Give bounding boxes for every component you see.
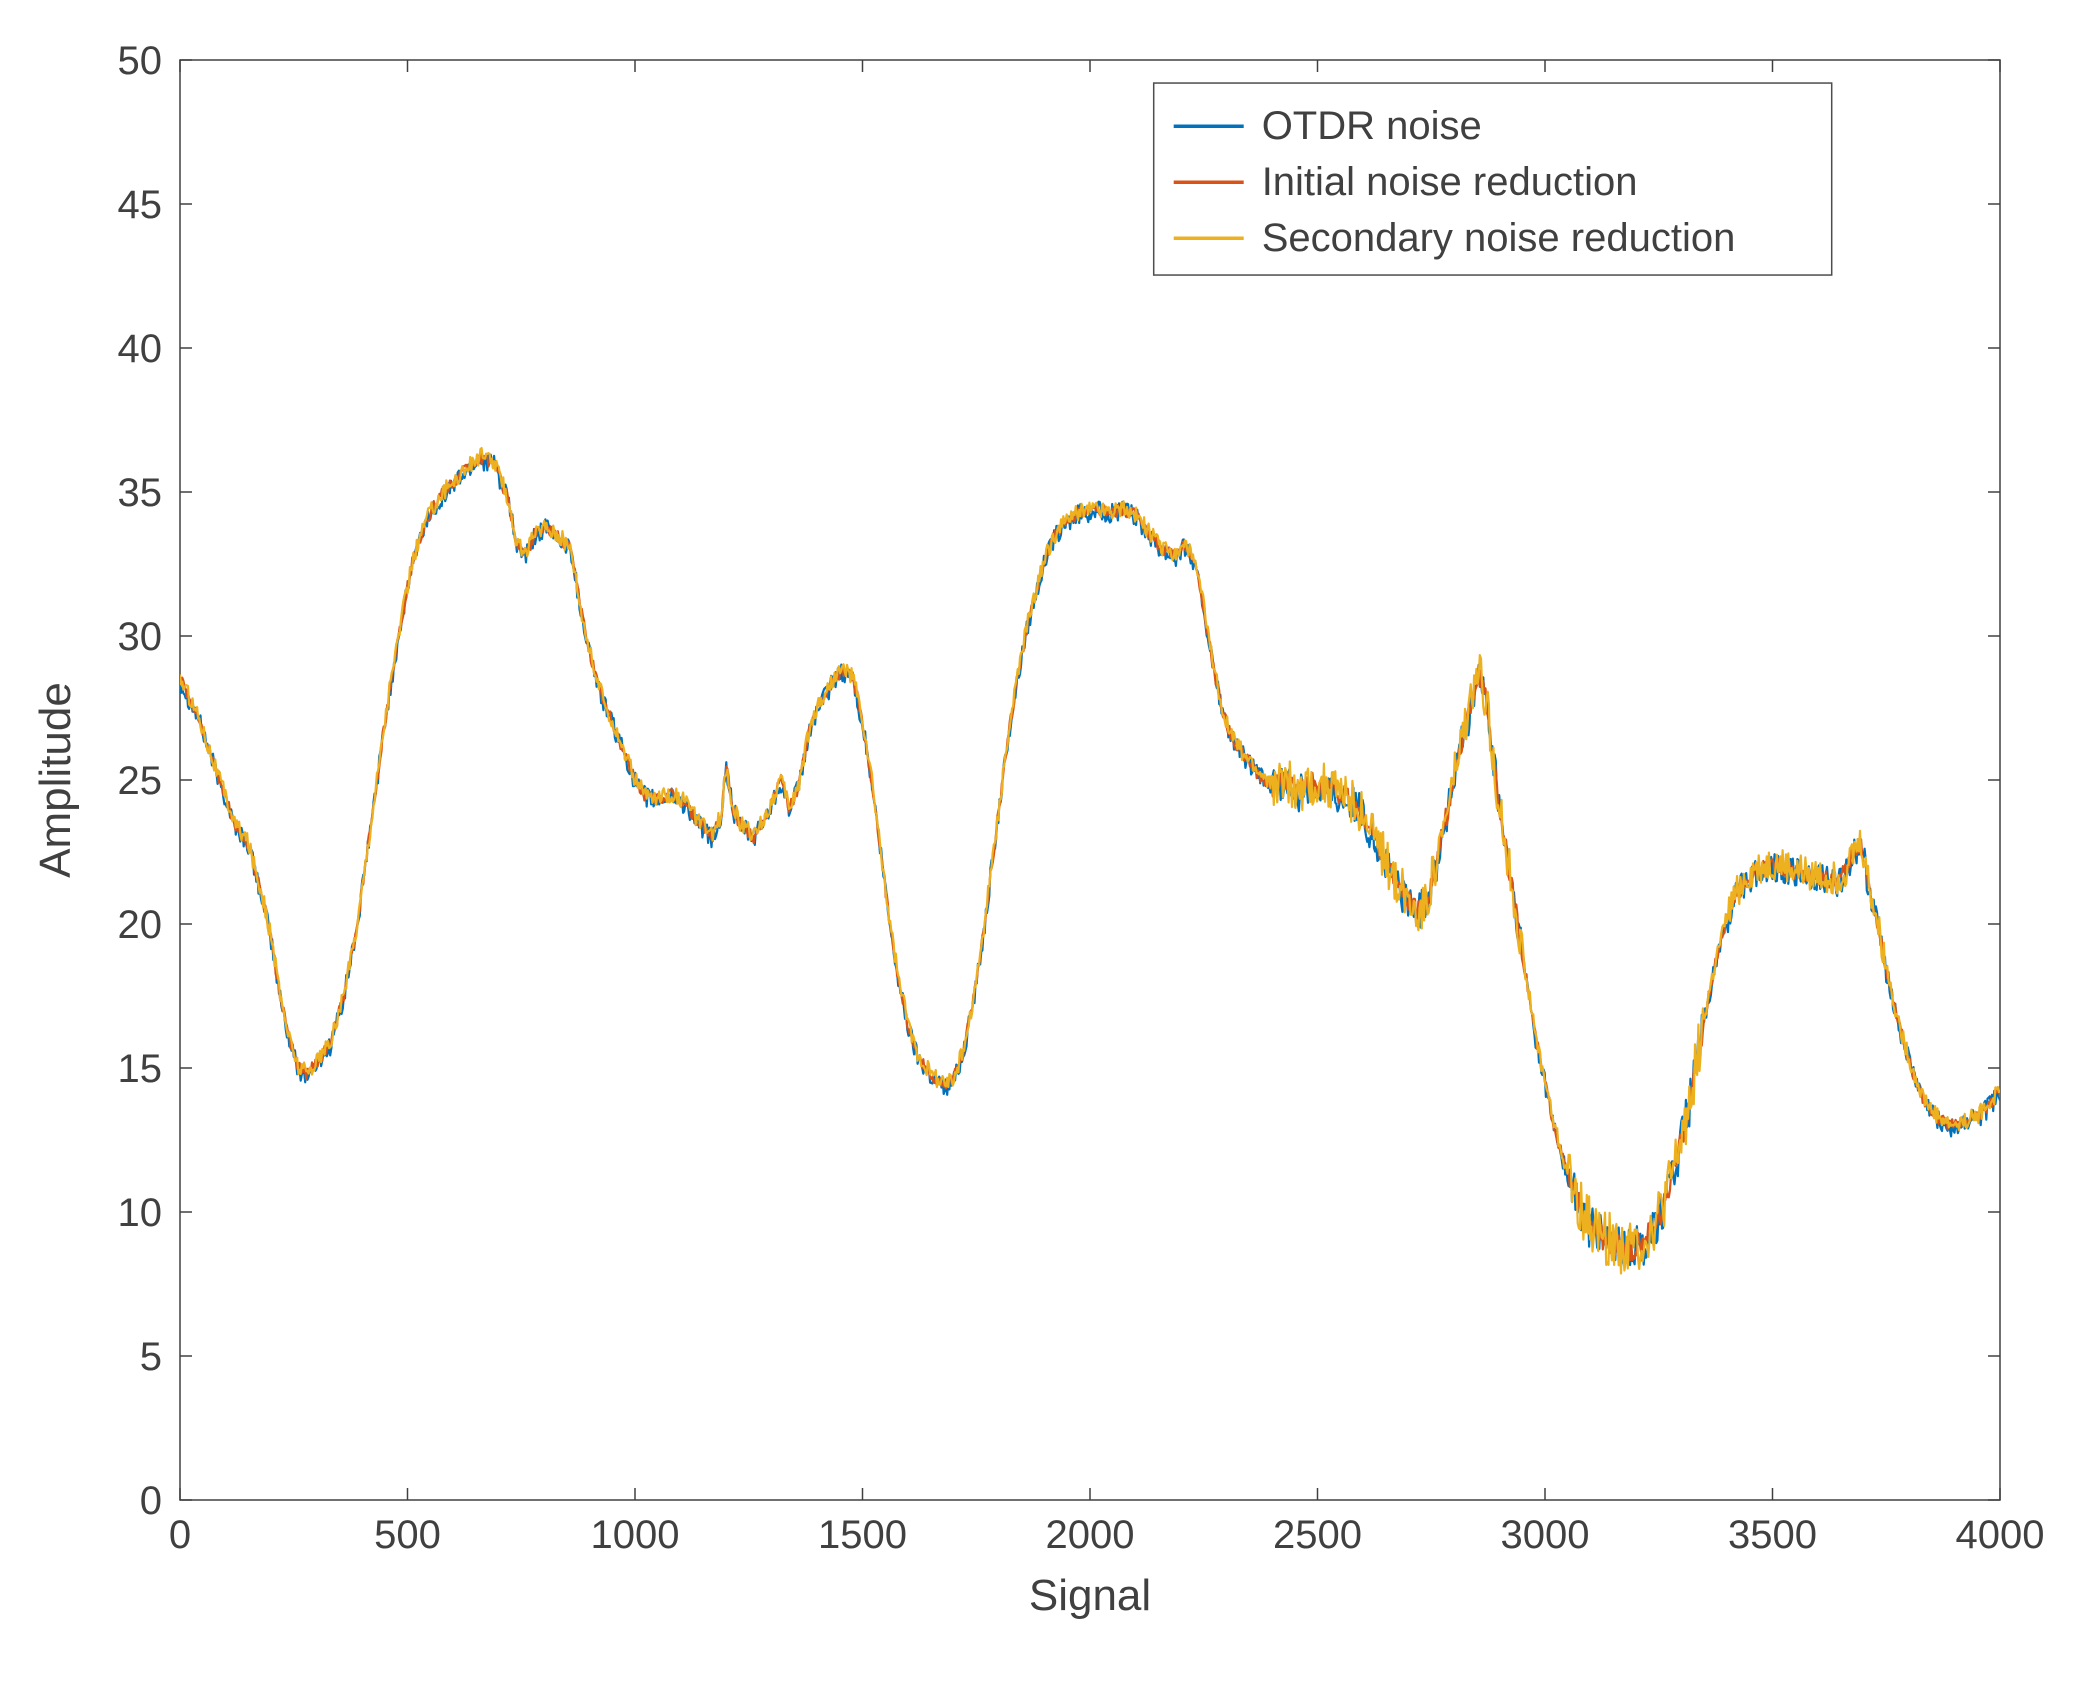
legend: OTDR noise Initial noise reduction Seconda…: [1154, 83, 1832, 275]
svg-text:0: 0: [140, 1479, 162, 1523]
svg-text:500: 500: [374, 1513, 441, 1557]
legend-label: Initial noise reduction: [1262, 160, 1638, 204]
svg-text:40: 40: [118, 327, 163, 371]
svg-text:5: 5: [140, 1335, 162, 1379]
y-axis-label: Amplitude: [31, 682, 80, 878]
svg-text:2000: 2000: [1046, 1513, 1135, 1557]
svg-text:3500: 3500: [1728, 1513, 1817, 1557]
legend-label: Secondary noise reduction: [1262, 216, 1736, 260]
x-axis-label: Signal: [1029, 1571, 1151, 1620]
svg-text:1000: 1000: [591, 1513, 680, 1557]
svg-text:30: 30: [118, 615, 163, 659]
svg-text:25: 25: [118, 759, 163, 803]
svg-text:50: 50: [118, 39, 163, 83]
svg-text:35: 35: [118, 471, 163, 515]
svg-text:1500: 1500: [818, 1513, 907, 1557]
svg-text:10: 10: [118, 1191, 163, 1235]
svg-text:2500: 2500: [1273, 1513, 1362, 1557]
line-chart: 0 500 1000 1500 2000 2500 3000 3500 4000 0 5 10 15 20…: [0, 0, 2084, 1686]
svg-text:15: 15: [118, 1047, 163, 1091]
svg-text:20: 20: [118, 903, 163, 947]
svg-text:4000: 4000: [1956, 1513, 2045, 1557]
svg-text:45: 45: [118, 183, 163, 227]
legend-label: OTDR noise: [1262, 104, 1482, 148]
svg-text:3000: 3000: [1501, 1513, 1590, 1557]
chart-container: 0 500 1000 1500 2000 2500 3000 3500 4000 0 5 10 15 20…: [0, 0, 2084, 1686]
svg-text:0: 0: [169, 1513, 191, 1557]
